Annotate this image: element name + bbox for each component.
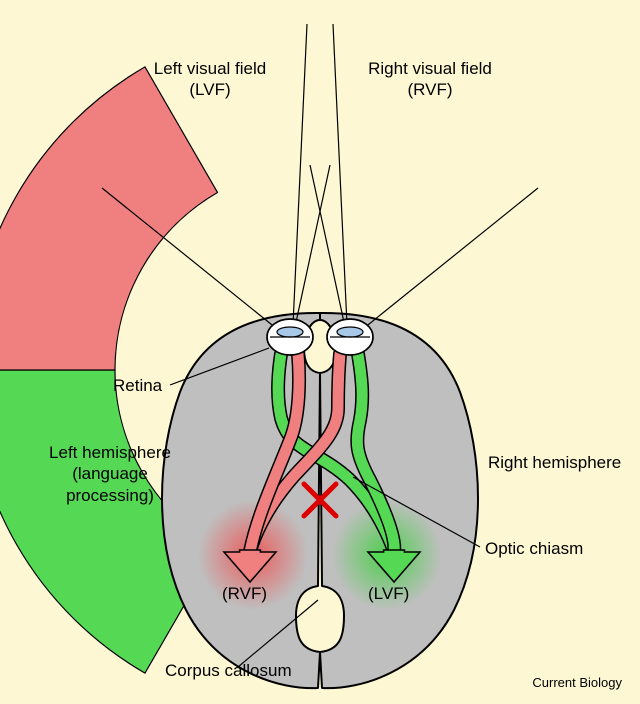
rvf-short-label: (RVF) bbox=[222, 583, 267, 604]
left-eye-iris bbox=[277, 327, 303, 337]
left-hemisphere-label: Left hemisphere (language processing) bbox=[40, 442, 180, 506]
optic-chiasm-label: Optic chiasm bbox=[485, 538, 583, 559]
lvf-label: Left visual field(LVF) bbox=[120, 58, 300, 101]
visual-ray-2 bbox=[310, 165, 345, 327]
visual-ray-3 bbox=[295, 165, 330, 327]
visual-ray-5 bbox=[353, 188, 538, 337]
lvf-short-label: (LVF) bbox=[368, 583, 409, 604]
right-eye-iris bbox=[337, 327, 363, 337]
rvf-label: Right visual field(RVF) bbox=[340, 58, 520, 101]
visual-pathway-diagram bbox=[0, 0, 640, 704]
retina-label: Retina bbox=[113, 375, 162, 396]
credit-text: Current Biology bbox=[532, 675, 622, 690]
right-hemisphere-label: Right hemisphere bbox=[488, 452, 621, 473]
rvf-arc bbox=[0, 67, 218, 370]
corpus-callosum-label: Corpus callosum bbox=[165, 660, 292, 681]
